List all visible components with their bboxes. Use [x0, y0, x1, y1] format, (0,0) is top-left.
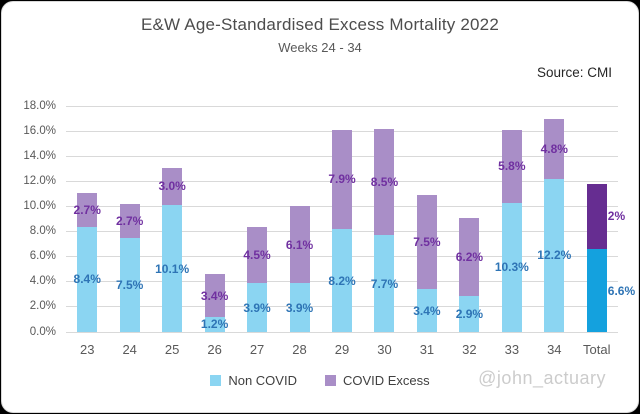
- bar-segment-noncovid-26: [204, 316, 225, 332]
- x-tick-label: 26: [207, 342, 222, 357]
- bar-segment-covid-30: [374, 128, 395, 236]
- legend-swatch: [324, 375, 336, 386]
- y-tick-label: 2.0%: [29, 300, 56, 313]
- bar-segment-noncovid-33: [501, 202, 522, 332]
- value-label: 4.5%: [243, 247, 271, 262]
- bar-segment-noncovid-23: [77, 226, 98, 332]
- value-label: 10.1%: [155, 261, 190, 276]
- bar-segment-covid-24: [119, 203, 140, 238]
- bar-segment-noncovid-30: [374, 235, 395, 332]
- value-label: 6.2%: [455, 249, 484, 264]
- x-tick-label: 32: [462, 342, 477, 357]
- y-tick-label: 4.0%: [29, 275, 56, 288]
- bar-segment-noncovid-24: [119, 237, 140, 332]
- bar-segment-noncovid-28: [289, 283, 310, 332]
- value-label: 7.7%: [370, 276, 399, 291]
- bar-segment-noncovid-25: [162, 205, 183, 332]
- bar-segment-noncovid-total: [586, 249, 607, 332]
- value-label: 7.5%: [413, 235, 441, 250]
- bar-segment-covid-total: [586, 183, 607, 250]
- legend-label: Non COVID: [228, 373, 297, 388]
- bar-segment-covid-31: [416, 195, 437, 290]
- y-tick-label: 0.0%: [29, 325, 56, 338]
- x-tick-label: 29: [334, 342, 350, 357]
- value-label: 2.7%: [116, 213, 144, 228]
- value-label: 1.2%: [200, 317, 229, 332]
- legend-label: COVID Excess: [342, 373, 430, 388]
- y-tick-label: 16.0%: [23, 124, 56, 137]
- bar-segment-covid-26: [204, 274, 225, 317]
- bar-segment-covid-32: [459, 217, 480, 296]
- bar-segment-covid-33: [501, 129, 522, 203]
- bar-segment-noncovid-31: [416, 289, 437, 332]
- value-label: 10.3%: [494, 260, 529, 275]
- gridline: [66, 331, 618, 333]
- bar-segment-covid-27: [247, 226, 268, 284]
- legend: Non COVID COVID Excess: [2, 373, 638, 388]
- bar-segment-covid-25: [162, 167, 183, 206]
- x-tick-label: 28: [292, 342, 307, 357]
- x-tick-label: Total: [583, 342, 611, 357]
- y-axis: 0.0% 2.0% 4.0% 6.0% 8.0% 10.0% 12.0% 14.0% 16.0%…: [2, 100, 56, 338]
- value-label: 8.5%: [370, 174, 399, 189]
- legend-item: COVID Excess: [324, 373, 430, 388]
- y-tick-label: 10.0%: [23, 199, 56, 212]
- watermark: @john_actuary: [478, 368, 606, 388]
- bar-segment-noncovid-27: [247, 283, 268, 332]
- bar-segment-covid-29: [332, 129, 352, 230]
- bar-segment-covid-23: [77, 192, 98, 227]
- value-label: 3.4%: [200, 288, 229, 303]
- value-label: 8.4%: [73, 272, 101, 287]
- value-label: 3.4%: [413, 303, 441, 318]
- y-tick-label: 14.0%: [23, 149, 56, 162]
- y-tick-label: 8.0%: [29, 225, 56, 238]
- value-label: 7.9%: [328, 172, 356, 187]
- value-label: 3.9%: [243, 300, 271, 315]
- bar-segment-covid-34: [544, 118, 565, 179]
- value-label: 7.5%: [116, 277, 144, 292]
- x-tick-label: 24: [122, 342, 137, 357]
- x-tick-label: 27: [249, 342, 265, 357]
- value-label: 12.2%: [537, 248, 572, 263]
- chart-title: E&W Age-Standardised Excess Mortality 20…: [140, 15, 499, 34]
- chart-subtitle: Weeks 24 - 34: [278, 40, 362, 55]
- plot-area: 8.4% 2.7% 7.5% 2.7% 10.1% 3.0% 1.2% 3.4% 3.9% 4.5…: [66, 105, 635, 333]
- source-label: Source: CMI: [536, 65, 612, 80]
- value-label: 5.8%: [498, 159, 526, 174]
- x-tick-label: 25: [164, 342, 180, 357]
- bar-segment-noncovid-32: [459, 295, 480, 332]
- y-tick-label: 12.0%: [23, 174, 56, 187]
- value-label: 4.8%: [540, 141, 568, 156]
- value-label: 6.1%: [285, 237, 314, 252]
- legend-swatch: [210, 375, 222, 386]
- x-tick-label: 23: [80, 342, 95, 357]
- x-tick-label: 31: [419, 342, 435, 357]
- y-tick-label: 6.0%: [29, 250, 56, 263]
- x-axis: 23 24 25 26 27 28 29 30 31 32 33 34 Total: [66, 342, 618, 360]
- legend-item: Non COVID: [210, 373, 297, 388]
- gridline: [66, 105, 618, 107]
- x-tick-label: 33: [504, 342, 520, 357]
- value-label: 2.9%: [455, 306, 484, 321]
- bar-segment-noncovid-34: [544, 178, 565, 332]
- x-tick-label: 30: [377, 342, 392, 357]
- value-label: 8.2%: [328, 273, 356, 288]
- bar-segment-covid-28: [289, 206, 310, 284]
- value-label: 3.0%: [158, 179, 186, 194]
- value-label: 6.6%: [607, 283, 636, 298]
- y-tick-label: 18.0%: [23, 99, 56, 112]
- value-label: 3.9%: [285, 300, 314, 315]
- value-label: 2.7%: [73, 202, 101, 217]
- bar-segment-noncovid-29: [332, 229, 352, 332]
- x-tick-label: 34: [547, 342, 562, 357]
